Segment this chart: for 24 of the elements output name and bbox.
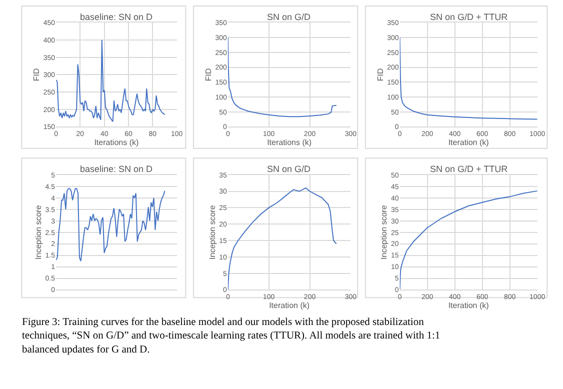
line-series [228, 37, 337, 118]
x-axis-title: Iteration (k) [448, 301, 490, 310]
chart-title: SN on G/D + TTUR [430, 12, 508, 22]
y-axis-title: FID [376, 68, 385, 82]
y-axis-title: Inception score [34, 204, 43, 260]
y-axis-title: Inception score [380, 204, 389, 260]
chart-title: SN on G/D [267, 164, 312, 174]
y-axis-title: FID [204, 68, 213, 82]
x-axis-title: Iteration (k) [448, 138, 490, 148]
x-axis-title: Iteration (k) [269, 301, 310, 310]
chart-title: baseline: SN on D [80, 12, 154, 22]
chart-title: SN on G/D + TTUR [430, 164, 508, 174]
line-series [228, 187, 337, 290]
x-axis-title: Iterations (k) [94, 138, 139, 148]
chart-title: baseline: SN on D [80, 164, 154, 174]
line-series [56, 39, 166, 122]
line-series [400, 37, 538, 120]
y-axis-title: FID [32, 68, 42, 82]
caption: Figure 3: Training curves for the baseline model and our models with the proposed stabilization techniques, “SN on G/D” and two-timescale learning rates (TTUR). All models are trained with 1:1 balanced updates for G and D. [22, 317, 440, 356]
x-axis-title: Iterations (k) [267, 138, 312, 148]
y-axis-title: Inception score [208, 204, 217, 260]
line-series [56, 188, 166, 262]
chart-title: SN on G/D [267, 12, 312, 22]
line-series [400, 190, 538, 290]
